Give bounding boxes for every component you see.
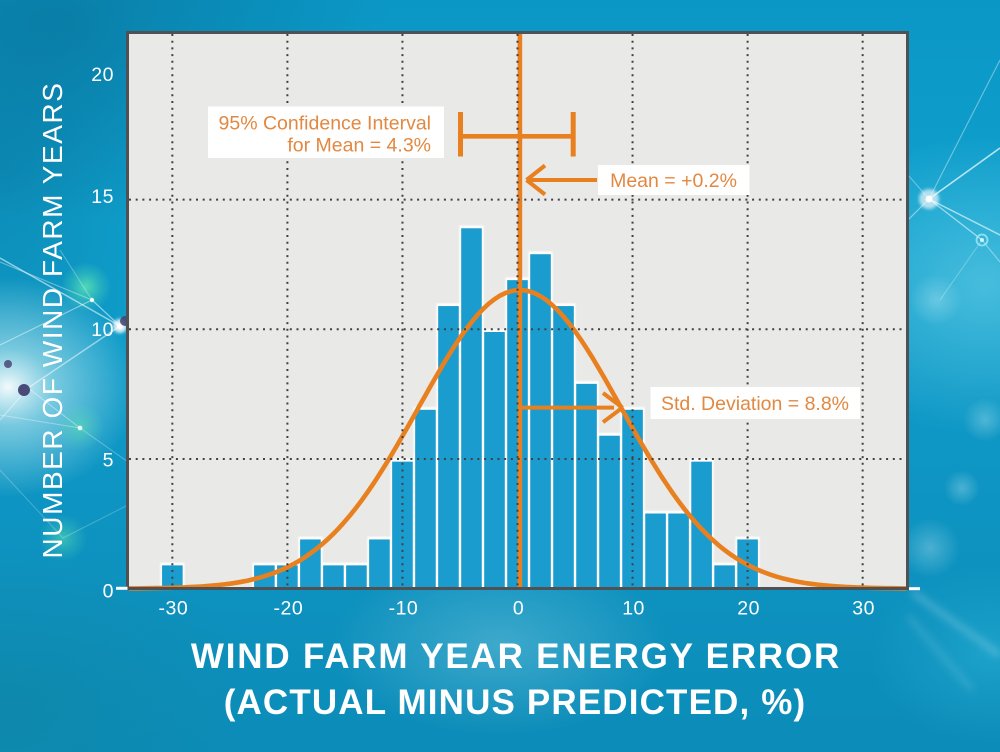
svg-text:WIND FARM YEAR ENERGY ERROR: WIND FARM YEAR ENERGY ERROR: [191, 637, 841, 676]
svg-text:5: 5: [103, 450, 114, 472]
svg-text:Mean = +0.2%: Mean = +0.2%: [610, 170, 737, 192]
svg-text:10: 10: [622, 598, 645, 620]
svg-text:-10: -10: [389, 598, 419, 620]
svg-text:0: 0: [103, 581, 114, 603]
svg-text:Std. Deviation = 8.8%: Std. Deviation = 8.8%: [661, 393, 849, 415]
svg-text:-30: -30: [159, 598, 189, 620]
svg-text:15: 15: [91, 186, 114, 208]
svg-text:95% Confidence Interval: 95% Confidence Interval: [219, 113, 431, 135]
svg-text:NUMBER OF WIND FARM YEARS: NUMBER OF WIND FARM YEARS: [37, 82, 68, 559]
svg-text:20: 20: [737, 598, 760, 620]
svg-text:for Mean = 4.3%: for Mean = 4.3%: [287, 135, 431, 157]
svg-text:10: 10: [91, 319, 114, 341]
svg-text:(ACTUAL MINUS PREDICTED, %): (ACTUAL MINUS PREDICTED, %): [224, 683, 807, 722]
svg-text:-20: -20: [274, 598, 304, 620]
svg-text:20: 20: [91, 64, 114, 86]
svg-text:0: 0: [513, 598, 524, 620]
svg-text:30: 30: [852, 598, 875, 620]
